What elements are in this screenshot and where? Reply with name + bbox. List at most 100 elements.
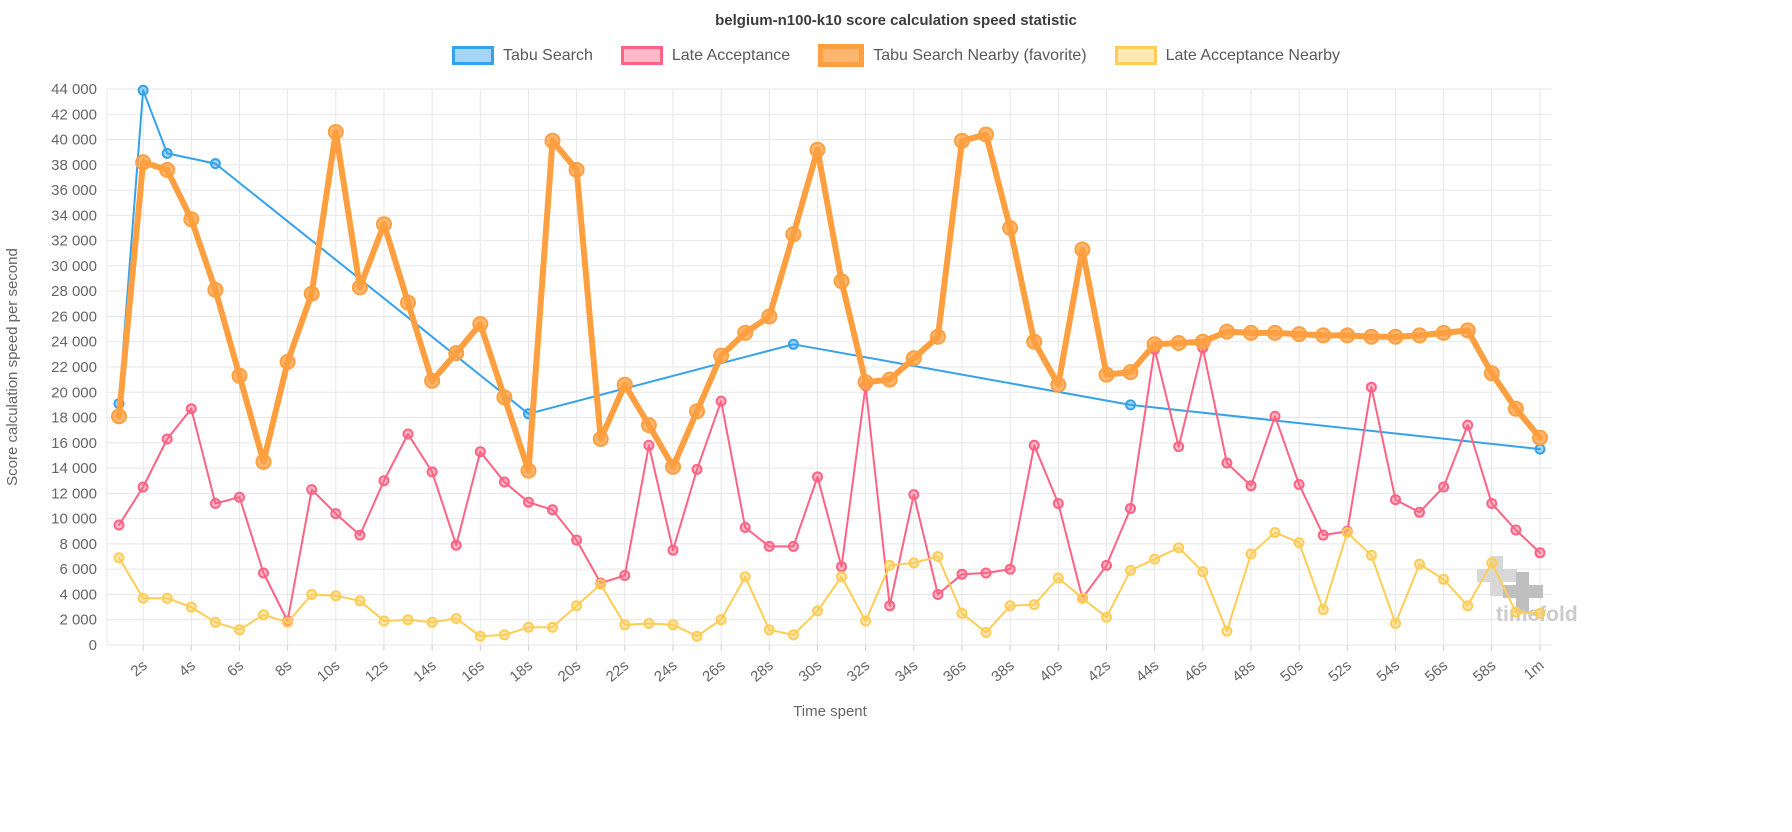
data-point-late-acceptance-nearby[interactable] [1438, 573, 1450, 585]
data-point-late-acceptance-nearby[interactable] [1197, 566, 1209, 578]
data-point-late-acceptance-nearby[interactable] [1365, 549, 1377, 561]
data-point-late-acceptance[interactable] [161, 433, 173, 445]
data-point-tabu-search-nearby[interactable] [978, 126, 994, 143]
data-point-late-acceptance-nearby[interactable] [258, 609, 269, 621]
data-point-tabu-search-nearby[interactable] [400, 294, 416, 311]
data-point-tabu-search-nearby[interactable] [424, 372, 441, 389]
data-point-tabu-search-nearby[interactable] [1267, 324, 1283, 341]
data-point-late-acceptance-nearby[interactable] [1173, 542, 1185, 554]
data-point-late-acceptance-nearby[interactable] [860, 615, 872, 627]
data-point-tabu-search-nearby[interactable] [616, 376, 633, 393]
data-point-late-acceptance[interactable] [1221, 457, 1233, 469]
data-point-tabu-search-nearby[interactable] [761, 308, 778, 325]
data-point-tabu-search-nearby[interactable] [1026, 333, 1043, 350]
data-point-tabu-search-nearby[interactable] [279, 353, 296, 370]
data-point-tabu-search-nearby[interactable] [1050, 376, 1067, 393]
data-point-tabu-search-nearby[interactable] [1483, 365, 1500, 382]
data-point-tabu-search-nearby[interactable] [1074, 241, 1091, 258]
data-point-late-acceptance-nearby[interactable] [956, 607, 968, 619]
data-point-tabu-search-nearby[interactable] [544, 132, 561, 149]
data-point-tabu-search-nearby[interactable] [833, 273, 850, 290]
data-point-late-acceptance[interactable] [739, 522, 751, 533]
data-point-late-acceptance-nearby[interactable] [1414, 558, 1425, 570]
data-point-late-acceptance[interactable] [932, 589, 944, 600]
legend-item-tabu-search-nearby[interactable]: Tabu Search Nearby (favorite) [818, 44, 1087, 67]
data-point-tabu-search-nearby[interactable] [1435, 324, 1452, 341]
data-point-late-acceptance-nearby[interactable] [884, 559, 896, 571]
data-point-tabu-search-nearby[interactable] [1411, 327, 1428, 344]
data-point-tabu-search-nearby[interactable] [1363, 328, 1380, 345]
data-point-late-acceptance[interactable] [1004, 563, 1016, 575]
data-point-late-acceptance-nearby[interactable] [1269, 527, 1281, 538]
data-point-late-acceptance-nearby[interactable] [209, 616, 221, 628]
data-point-tabu-search-nearby[interactable] [929, 328, 946, 345]
data-point-late-acceptance[interactable] [1245, 480, 1257, 492]
data-point-late-acceptance-nearby[interactable] [1125, 564, 1136, 576]
data-point-tabu-search-nearby[interactable] [1098, 366, 1115, 383]
data-point-late-acceptance-nearby[interactable] [932, 551, 944, 562]
data-point-late-acceptance[interactable] [1052, 498, 1064, 509]
data-point-late-acceptance[interactable] [1414, 506, 1425, 518]
data-point-tabu-search[interactable] [209, 158, 221, 170]
data-point-late-acceptance[interactable] [209, 498, 221, 509]
data-point-late-acceptance-nearby[interactable] [426, 616, 438, 628]
data-point-late-acceptance-nearby[interactable] [1462, 600, 1474, 612]
data-point-late-acceptance[interactable] [787, 540, 799, 552]
data-point-tabu-search-nearby[interactable] [1315, 327, 1332, 344]
data-point-late-acceptance-nearby[interactable] [185, 601, 197, 613]
data-point-tabu-search-nearby[interactable] [1507, 400, 1524, 417]
data-point-tabu-search-nearby[interactable] [905, 350, 922, 367]
data-point-tabu-search-nearby[interactable] [472, 316, 489, 332]
data-point-tabu-search-nearby[interactable] [713, 347, 730, 364]
data-point-tabu-search-nearby[interactable] [954, 132, 970, 149]
data-point-late-acceptance-nearby[interactable] [836, 571, 847, 583]
data-point-late-acceptance[interactable] [1125, 503, 1136, 514]
data-point-tabu-search-nearby[interactable] [183, 211, 200, 228]
data-point-tabu-search-nearby[interactable] [255, 453, 272, 470]
data-point-late-acceptance[interactable] [643, 439, 655, 451]
data-point-late-acceptance[interactable] [715, 395, 727, 407]
data-point-late-acceptance[interactable] [1317, 529, 1329, 541]
data-point-tabu-search[interactable] [787, 338, 799, 350]
data-point-late-acceptance-nearby[interactable] [1245, 548, 1257, 560]
data-point-late-acceptance-nearby[interactable] [1390, 618, 1401, 629]
data-point-late-acceptance-nearby[interactable] [1221, 625, 1233, 637]
data-point-late-acceptance-nearby[interactable] [113, 552, 125, 564]
data-point-late-acceptance[interactable] [258, 567, 269, 579]
data-point-tabu-search-nearby[interactable] [520, 462, 537, 479]
data-point-tabu-search-nearby[interactable] [1122, 364, 1139, 381]
data-point-late-acceptance[interactable] [306, 484, 318, 496]
data-point-tabu-search-nearby[interactable] [135, 154, 152, 171]
data-point-late-acceptance-nearby[interactable] [1149, 553, 1161, 565]
data-point-late-acceptance-nearby[interactable] [498, 629, 510, 641]
data-point-late-acceptance[interactable] [402, 428, 414, 440]
data-point-late-acceptance[interactable] [1438, 481, 1450, 493]
data-point-late-acceptance-nearby[interactable] [643, 618, 655, 629]
data-point-tabu-search-nearby[interactable] [1170, 335, 1187, 351]
data-point-late-acceptance-nearby[interactable] [691, 630, 703, 642]
data-point-late-acceptance-nearby[interactable] [523, 621, 534, 633]
data-point-late-acceptance[interactable] [330, 508, 342, 520]
data-point-late-acceptance[interactable] [498, 476, 510, 488]
data-point-late-acceptance[interactable] [474, 446, 486, 458]
data-point-tabu-search-nearby[interactable] [1146, 336, 1163, 353]
data-point-late-acceptance-nearby[interactable] [474, 630, 486, 642]
data-point-late-acceptance[interactable] [1510, 524, 1522, 536]
data-point-tabu-search[interactable] [161, 147, 173, 159]
data-point-late-acceptance[interactable] [1028, 439, 1040, 451]
data-point-late-acceptance-nearby[interactable] [137, 592, 149, 604]
data-point-tabu-search-nearby[interactable] [881, 371, 898, 388]
data-point-tabu-search-nearby[interactable] [689, 403, 705, 420]
data-point-tabu-search-nearby[interactable] [592, 431, 609, 447]
data-point-late-acceptance[interactable] [234, 491, 245, 503]
data-point-late-acceptance-nearby[interactable] [282, 616, 294, 628]
data-point-late-acceptance[interactable] [547, 504, 558, 516]
data-point-tabu-search-nearby[interactable] [1243, 324, 1259, 341]
data-point-late-acceptance[interactable] [884, 600, 896, 612]
data-point-tabu-search[interactable] [137, 84, 149, 96]
data-point-late-acceptance-nearby[interactable] [1293, 537, 1305, 549]
data-point-late-acceptance[interactable] [763, 540, 775, 552]
data-point-late-acceptance[interactable] [1269, 410, 1281, 422]
data-point-tabu-search-nearby[interactable] [376, 216, 392, 233]
legend-item-late-acceptance[interactable]: Late Acceptance [620, 46, 790, 65]
